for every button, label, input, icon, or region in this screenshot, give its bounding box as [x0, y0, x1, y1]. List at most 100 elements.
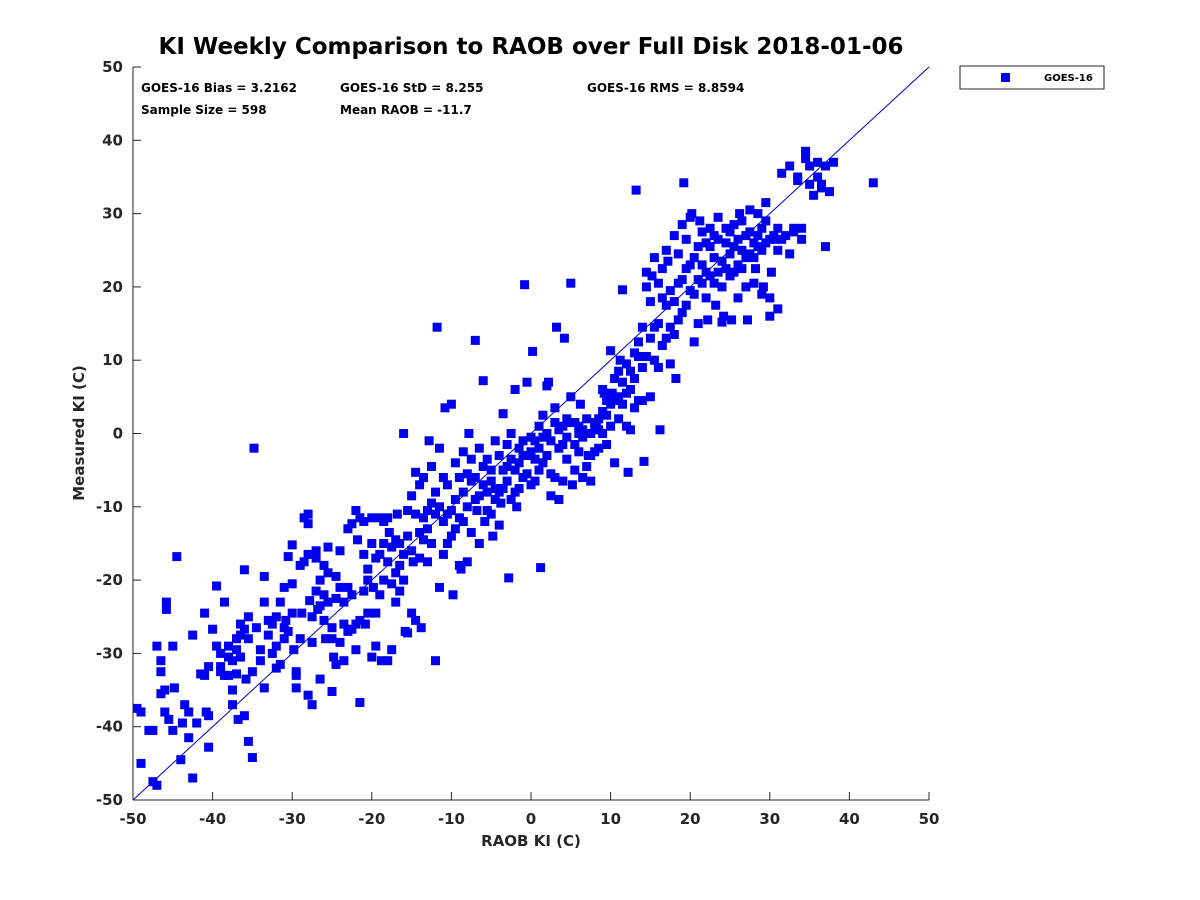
data-point	[761, 216, 771, 226]
data-point	[626, 425, 635, 435]
data-point	[623, 467, 633, 477]
data-point	[482, 487, 492, 497]
data-point	[562, 432, 572, 442]
data-point	[534, 465, 544, 475]
x-tick-label: 10	[600, 810, 621, 828]
data-point	[335, 546, 345, 556]
data-point	[705, 223, 715, 233]
data-point	[496, 498, 506, 508]
data-point	[743, 315, 752, 325]
data-point	[494, 451, 504, 460]
data-point	[661, 300, 671, 310]
data-point	[599, 388, 609, 398]
data-point	[379, 539, 389, 548]
data-point	[331, 593, 341, 603]
data-point	[679, 178, 689, 188]
data-point	[363, 608, 373, 618]
x-tick-label: 0	[526, 810, 536, 828]
data-point	[323, 597, 333, 607]
data-point	[458, 487, 468, 497]
data-point	[387, 579, 397, 589]
data-point	[663, 256, 673, 266]
data-point	[347, 519, 357, 529]
data-point	[586, 476, 596, 486]
data-point	[526, 447, 536, 457]
x-tick-label: 30	[759, 810, 780, 828]
data-point	[594, 414, 604, 424]
y-axis-label: Measured KI (C)	[70, 365, 88, 501]
data-point	[391, 568, 401, 578]
x-tick-label: 20	[680, 810, 701, 828]
data-point	[681, 300, 691, 310]
stat-bias: GOES-16 Bias = 3.2162	[141, 81, 297, 95]
data-point	[319, 560, 329, 570]
data-point	[379, 575, 389, 585]
y-tick-label: 0	[113, 425, 123, 443]
data-point	[631, 185, 641, 195]
data-point	[263, 630, 273, 640]
data-point	[538, 410, 548, 420]
data-point	[462, 502, 472, 512]
data-point	[478, 376, 488, 386]
data-point	[239, 711, 249, 721]
data-point	[305, 596, 315, 606]
data-point	[570, 440, 580, 449]
data-point	[287, 579, 297, 589]
data-point	[360, 619, 370, 629]
data-point	[821, 242, 830, 252]
data-point	[478, 480, 488, 490]
data-point	[737, 216, 747, 226]
data-point	[283, 552, 293, 562]
data-point	[375, 590, 385, 600]
data-point	[566, 278, 576, 288]
data-point	[307, 612, 317, 622]
data-point	[711, 300, 721, 310]
data-point	[502, 462, 512, 471]
x-tick-label: -10	[438, 810, 465, 828]
data-point	[490, 495, 500, 504]
data-point	[757, 223, 767, 233]
data-point	[255, 645, 265, 655]
data-point	[329, 652, 339, 662]
data-point	[281, 615, 291, 625]
data-point	[578, 473, 588, 482]
y-tick-label: -40	[96, 718, 123, 736]
data-point	[765, 293, 775, 303]
data-point	[423, 506, 432, 515]
data-point	[721, 238, 731, 248]
y-tick-label: -50	[96, 791, 123, 809]
data-point	[136, 758, 146, 768]
data-point	[472, 506, 482, 515]
data-point	[687, 209, 697, 219]
data-point	[661, 245, 671, 255]
data-point	[368, 582, 378, 592]
data-point	[236, 630, 245, 640]
data-point	[319, 615, 329, 625]
data-point	[777, 168, 787, 178]
data-point	[446, 531, 456, 541]
data-point	[156, 667, 166, 677]
data-point	[267, 648, 277, 658]
data-point	[727, 315, 737, 325]
data-point	[224, 670, 233, 680]
data-point	[506, 495, 516, 504]
data-point	[303, 549, 313, 559]
data-point	[677, 308, 687, 318]
data-point	[395, 560, 405, 570]
plot-area: -50 -40 -30 -20 -10 0 10 20 30 40 50 50 40 30 20 10 0 -1…	[96, 58, 940, 828]
data-point	[327, 634, 337, 644]
data-point	[442, 539, 452, 548]
data-point	[542, 429, 552, 438]
data-point	[204, 711, 214, 721]
data-point	[645, 333, 655, 343]
data-point	[383, 513, 393, 523]
data-point	[669, 330, 679, 339]
y-tick-label: -30	[96, 644, 123, 662]
data-point	[797, 234, 807, 244]
data-point	[423, 557, 432, 567]
data-point	[618, 399, 627, 409]
data-point	[530, 436, 540, 446]
data-point	[542, 451, 552, 460]
data-point	[626, 385, 635, 394]
